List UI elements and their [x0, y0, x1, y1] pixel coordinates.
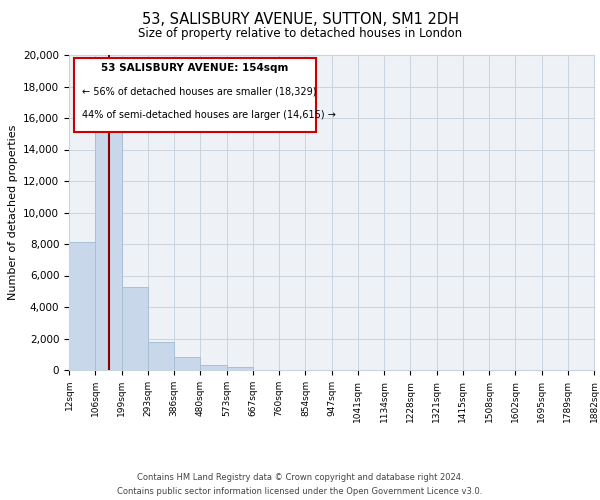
Bar [121, 286, 148, 370]
Bar [174, 358, 200, 370]
Bar [69, 242, 95, 370]
Bar [148, 342, 174, 370]
FancyBboxPatch shape [74, 58, 316, 132]
Text: Contains HM Land Registry data © Crown copyright and database right 2024.: Contains HM Land Registry data © Crown c… [137, 472, 463, 482]
Text: Contains public sector information licensed under the Open Government Licence v3: Contains public sector information licen… [118, 488, 482, 496]
Text: 53, SALISBURY AVENUE, SUTTON, SM1 2DH: 53, SALISBURY AVENUE, SUTTON, SM1 2DH [142, 12, 458, 28]
Y-axis label: Number of detached properties: Number of detached properties [8, 125, 17, 300]
Text: ← 56% of detached houses are smaller (18,329): ← 56% of detached houses are smaller (18… [82, 86, 317, 97]
Text: 44% of semi-detached houses are larger (14,615) →: 44% of semi-detached houses are larger (… [82, 110, 336, 120]
Text: 53 SALISBURY AVENUE: 154sqm: 53 SALISBURY AVENUE: 154sqm [101, 63, 289, 73]
Bar [200, 366, 227, 370]
Bar [227, 367, 253, 370]
Text: Size of property relative to detached houses in London: Size of property relative to detached ho… [138, 28, 462, 40]
Bar [95, 110, 121, 370]
